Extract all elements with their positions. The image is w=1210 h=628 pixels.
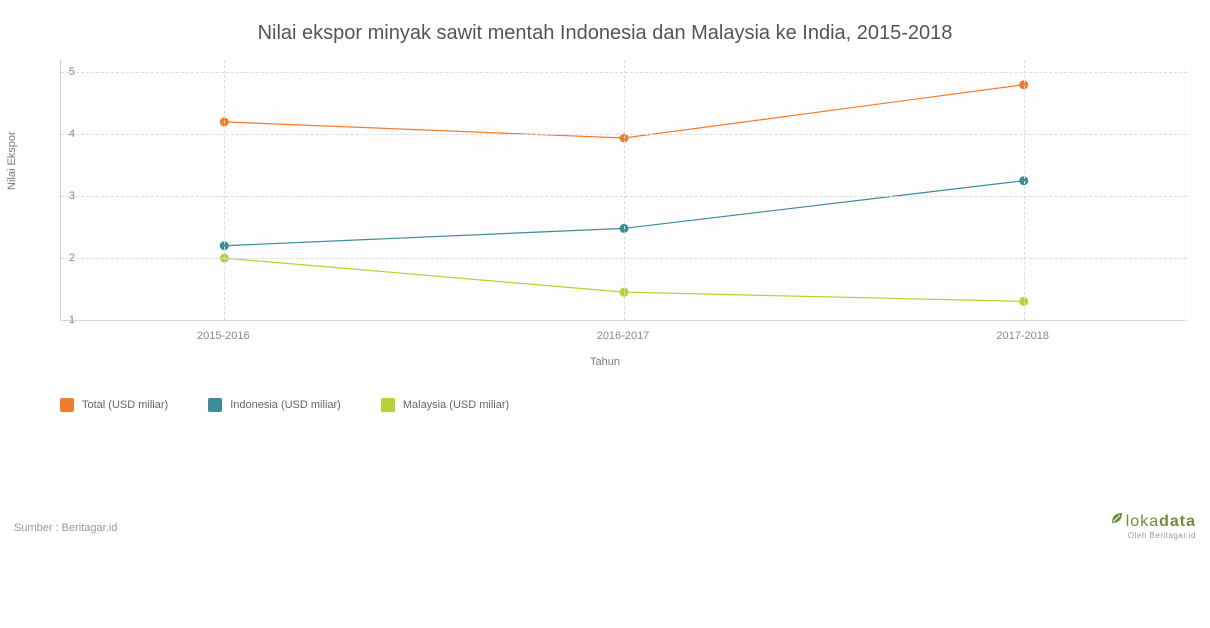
legend-item[interactable]: Malaysia (USD miliar) — [381, 398, 509, 412]
vgridline — [624, 60, 625, 320]
chart-container: Nilai ekspor minyak sawit mentah Indones… — [0, 0, 1210, 628]
x-tick-label: 2015-2016 — [197, 330, 250, 342]
legend-swatch — [381, 398, 395, 412]
lokadata-logo: lokadata Oleh Beritagar.id — [1110, 511, 1196, 540]
x-tick-label: 2017-2018 — [996, 330, 1049, 342]
vgridline — [1024, 60, 1025, 320]
legend-swatch — [208, 398, 222, 412]
legend-label: Malaysia (USD miliar) — [403, 399, 509, 411]
gridline — [61, 320, 1187, 321]
y-tick-label: 3 — [35, 190, 75, 202]
legend-label: Total (USD miliar) — [82, 399, 168, 411]
y-tick-label: 4 — [35, 128, 75, 140]
y-axis-label: Nilai Ekspor — [6, 131, 18, 190]
source-text: Sumber : Beritagar.id — [14, 522, 117, 534]
x-axis-label: Tahun — [0, 356, 1210, 368]
logo-main: lokadata — [1110, 511, 1196, 531]
plot-area — [60, 60, 1187, 321]
legend: Total (USD miliar) Indonesia (USD miliar)… — [60, 398, 509, 412]
y-tick-label: 1 — [35, 314, 75, 326]
x-tick-label: 2016-2017 — [597, 330, 650, 342]
y-tick-label: 5 — [35, 66, 75, 78]
logo-text-bold: data — [1159, 513, 1196, 530]
legend-item[interactable]: Indonesia (USD miliar) — [208, 398, 341, 412]
vgridline — [224, 60, 225, 320]
chart-title: Nilai ekspor minyak sawit mentah Indones… — [0, 22, 1210, 45]
y-tick-label: 2 — [35, 252, 75, 264]
leaf-icon — [1110, 511, 1124, 530]
logo-sub: Oleh Beritagar.id — [1110, 531, 1196, 540]
legend-swatch — [60, 398, 74, 412]
legend-item[interactable]: Total (USD miliar) — [60, 398, 168, 412]
logo-text-light: loka — [1126, 513, 1159, 530]
legend-label: Indonesia (USD miliar) — [230, 399, 341, 411]
